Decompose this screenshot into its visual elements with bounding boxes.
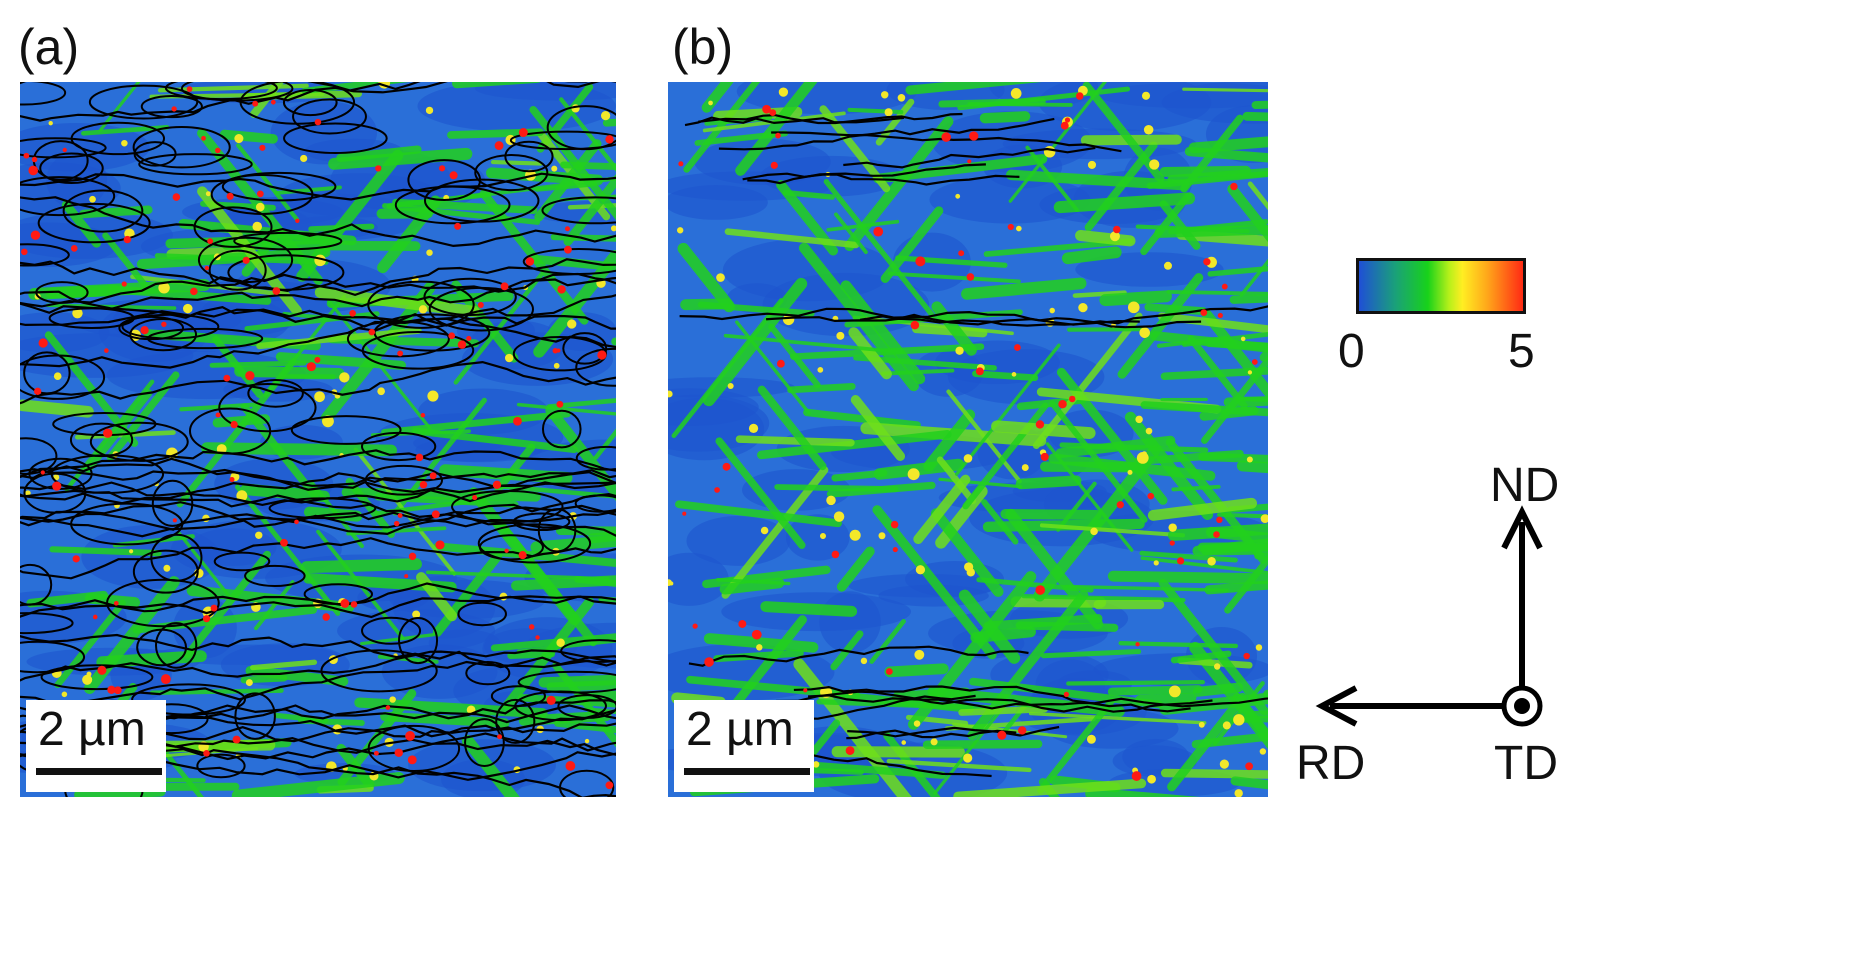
panel-b-scale-bar: 2 µm [674, 700, 814, 792]
panel-b-scale-bar-line [684, 768, 810, 775]
rd-label: RD [1296, 737, 1366, 790]
td-dot-icon [1514, 698, 1530, 714]
color-bar [1356, 258, 1526, 314]
panel-a-label: (a) [18, 19, 80, 75]
sample-axes-diagram [1315, 505, 1543, 727]
panel-a-scale-bar-label: 2 µm [38, 703, 146, 756]
panel-b-scale-bar-label: 2 µm [686, 703, 794, 756]
panel-a-map-graphic [20, 82, 616, 797]
td-label: TD [1494, 737, 1558, 790]
nd-arrow-head [1501, 505, 1543, 550]
color-bar-min-label: 0 [1338, 325, 1365, 378]
panel-a-kam-map: 2 µm [20, 82, 616, 797]
panel-b-kam-map: 2 µm [668, 82, 1268, 797]
panel-a-scale-bar: 2 µm [26, 700, 166, 792]
panel-a-scale-bar-line [36, 768, 162, 775]
panel-b-map-graphic [668, 82, 1268, 797]
panel-b-label: (b) [672, 19, 734, 75]
color-bar-max-label: 5 [1508, 325, 1535, 378]
nd-label: ND [1490, 459, 1560, 512]
rd-arrow-head [1315, 685, 1358, 727]
